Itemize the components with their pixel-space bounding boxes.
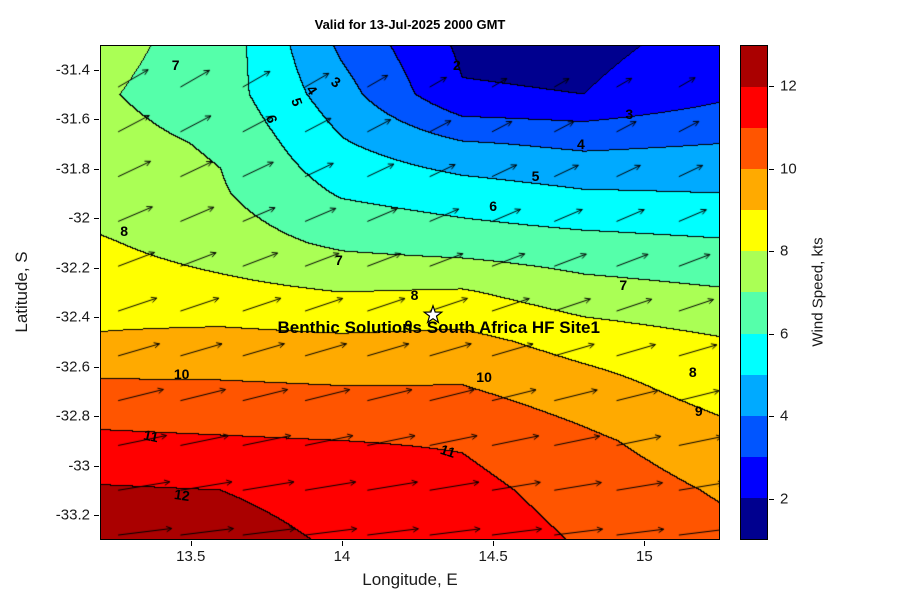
contour-line-label: 8 [410,286,419,303]
x-tick-mark [190,541,192,546]
contour-line-label: 9 [404,316,413,333]
x-tick-label: 13.5 [176,548,206,565]
contour-line-label: 5 [531,168,540,185]
colorbar-band [741,169,767,211]
x-tick-label: 14 [333,548,351,565]
contour-line-label: 7 [335,252,343,269]
colorbar-tick-mark [769,168,774,170]
colorbar-tick-label: 8 [780,242,789,260]
contour-line-label: 9 [694,403,703,420]
contour-line-label: 8 [120,222,129,239]
colorbar-band [741,497,767,539]
y-tick-mark [94,366,99,368]
y-tick-label: -32.8 [55,407,90,425]
colorbar-tick-label: 6 [780,325,789,343]
colorbar-tick-label: 10 [780,160,797,178]
contour-line-label: 7 [171,56,180,73]
colorbar-band [741,374,767,416]
contour-line-label: 4 [576,136,585,152]
colorbar-tick-label: 2 [780,490,789,508]
colorbar-tick-label: 12 [780,77,797,95]
colorbar-tick-label: 4 [780,407,789,425]
colorbar-band [741,87,767,129]
y-tick-label: -33 [68,457,90,475]
y-tick-label: -32.4 [55,308,90,326]
contour-line-label: 7 [619,277,628,294]
y-tick-mark [94,416,99,418]
y-tick-mark [94,119,99,121]
y-tick-label: -32.6 [55,358,90,376]
y-tick-label: -32 [68,209,90,227]
y-tick-label: -31.4 [55,61,90,79]
colorbar-tick-mark [769,251,774,253]
contour-line-label: 10 [476,368,492,385]
y-tick-mark [94,465,99,467]
colorbar-tick-mark [769,333,774,335]
site-annotation-label: Benthic Solutions South Africa HF Site1 [277,318,600,338]
colorbar [740,45,768,540]
contour-line-label: 3 [625,106,634,123]
site-star-marker-icon [422,303,444,324]
colorbar-title: Wind Speed, kts [809,237,827,347]
y-tick-mark [94,168,99,170]
contour-line-label: 6 [489,197,498,214]
contour-line-label: 8 [688,363,697,380]
colorbar-band [741,128,767,170]
y-tick-mark [94,515,99,517]
contour-line-label: 10 [173,366,190,383]
colorbar-tick-mark [769,86,774,88]
contour-line-label: 2 [452,56,461,73]
colorbar-band [741,210,767,252]
y-tick-mark [94,267,99,269]
colorbar-band [741,333,767,375]
y-tick-mark [94,69,99,71]
y-tick-label: -32.2 [55,259,90,277]
colorbar-tick-mark [769,498,774,500]
y-tick-mark [94,317,99,319]
y-tick-label: -31.8 [55,160,90,178]
y-tick-label: -31.6 [55,110,90,128]
y-tick-label: -33.2 [55,506,90,524]
colorbar-band [741,46,767,88]
x-axis-label: Longitude, E [362,570,458,589]
x-tick-mark [644,541,646,546]
colorbar-band [741,456,767,498]
x-tick-mark [341,541,343,546]
x-tick-label: 14.5 [478,548,508,565]
plot-title: Valid for 13-Jul-2025 2000 GMT [314,17,506,32]
x-tick-mark [493,541,495,546]
colorbar-band [741,251,767,293]
x-tick-label: 15 [636,548,653,565]
colorbar-tick-mark [769,416,774,418]
colorbar-band [741,415,767,457]
contour-quiver-canvas [100,45,720,540]
contour-line-label: 12 [172,486,191,505]
y-tick-mark [94,218,99,220]
colorbar-band [741,292,767,334]
